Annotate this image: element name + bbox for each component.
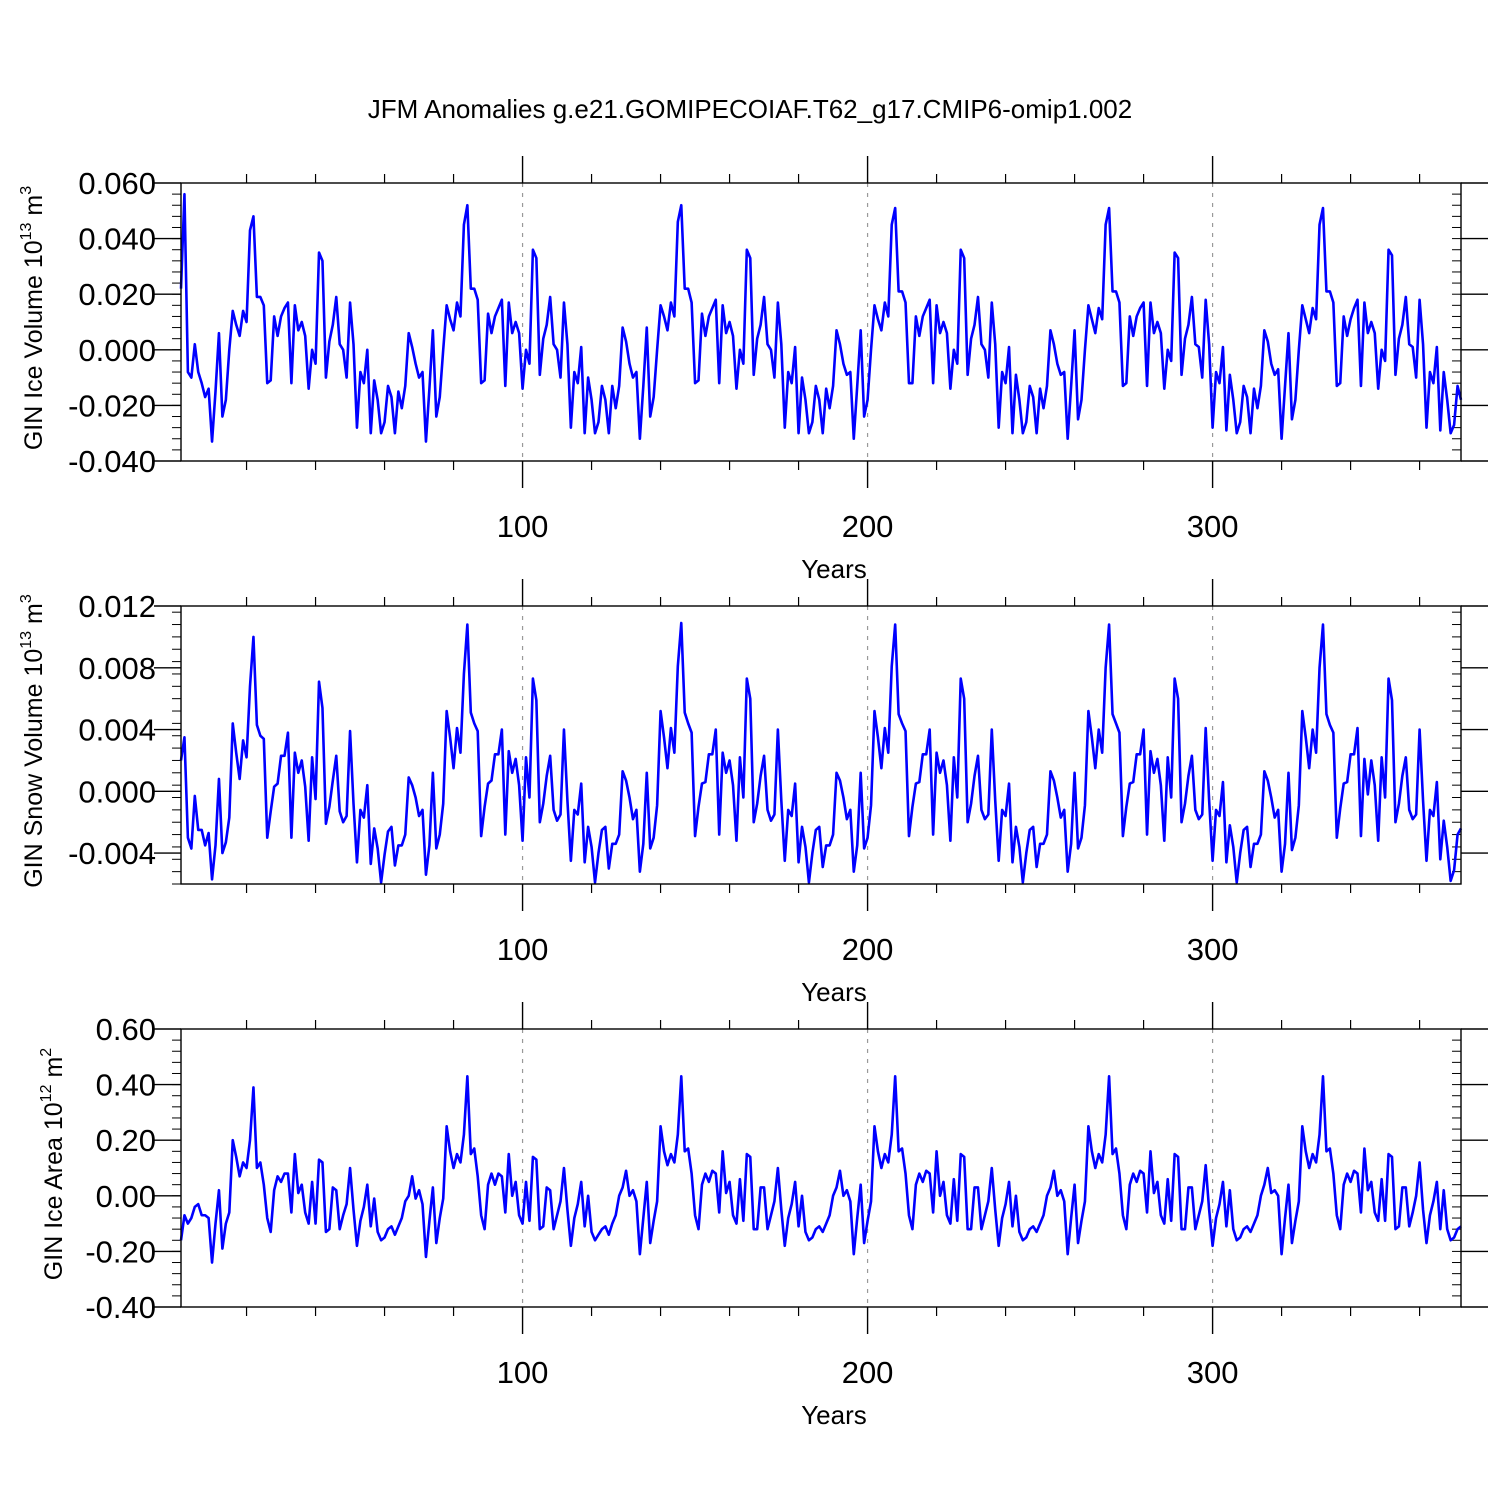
- chart-panel-1: 100 200 300 -0.040 -0.020 0.000 0.020 0.040 0.06…: [18, 156, 1488, 584]
- plot-frame: [180, 182, 1462, 462]
- data-series-line: [179, 192, 1463, 443]
- y-axis-label-ylabel-unit-exp: 2: [38, 1048, 55, 1057]
- y-tick-label-0-040: 0.040: [78, 222, 156, 257]
- x-axis-label: Years: [801, 977, 867, 1007]
- panels: 100 200 300 -0.040 -0.020 0.000 0.020 0.040 0.06…: [18, 156, 1488, 1430]
- y-tick-label-0-004: 0.004: [78, 713, 156, 748]
- x-tick-label-100: 100: [497, 932, 549, 967]
- plot-frame: [180, 1028, 1462, 1308]
- y-tick-label-0-020: -0.020: [68, 388, 156, 423]
- y-axis-label-ylabel-main: GIN Ice Volume 10: [20, 240, 48, 450]
- x-tick-label-300: 300: [1187, 1355, 1239, 1390]
- figure-title: JFM Anomalies g.e21.GOMIPECOIAF.T62_g17.…: [368, 94, 1132, 124]
- y-axis-label-ylabel-main: GIN Snow Volume 10: [20, 649, 48, 888]
- x-tick-label-100: 100: [497, 1355, 549, 1390]
- y-axis-label: GIN Ice Volume 1013 m3: [18, 186, 48, 450]
- y-tick-label-0-20: -0.20: [85, 1234, 156, 1269]
- chart-panel-2: 100 200 300 -0.004 0.000 0.004 0.008 0.012 Years…: [18, 579, 1488, 1007]
- x-tick-label-300: 300: [1187, 932, 1239, 967]
- y-tick-label-0-012: 0.012: [78, 589, 156, 624]
- y-axis-label-ylabel-main: GIN Ice Area 10: [40, 1102, 68, 1280]
- x-axis-label: Years: [801, 554, 867, 584]
- y-tick-label-0-040: -0.040: [68, 444, 156, 479]
- x-tick-label-300: 300: [1187, 509, 1239, 544]
- y-tick-label-0-40: -0.40: [85, 1290, 156, 1325]
- y-tick-label-0-40: 0.40: [96, 1068, 156, 1103]
- x-tick-label-200: 200: [842, 509, 894, 544]
- y-axis-label-ylabel-exp: 13: [18, 631, 35, 649]
- y-axis-label: GIN Snow Volume 1013 m3: [18, 594, 48, 888]
- plot-frame: [180, 605, 1462, 885]
- y-tick-label-0-000: 0.000: [78, 333, 156, 368]
- y-axis-label-ylabel-unit-exp: 3: [18, 594, 35, 603]
- data-series-line: [179, 1074, 1462, 1264]
- y-axis-label-ylabel-exp: 13: [18, 222, 35, 240]
- x-tick-label-100: 100: [497, 509, 549, 544]
- y-tick-label-0-00: 0.00: [96, 1179, 156, 1214]
- y-tick-label-0-060: 0.060: [78, 166, 156, 201]
- y-axis-label-ylabel-unit: m: [20, 195, 48, 216]
- chart-panel-3: 100 200 300 -0.40 -0.20 0.00 0.20 0.40 0.60 Years…: [38, 1002, 1488, 1430]
- y-axis-label-ylabel-unit: m: [20, 603, 48, 624]
- y-axis-label: GIN Ice Area 1012 m2: [38, 1048, 68, 1281]
- data-series-line: [179, 621, 1463, 884]
- x-tick-label-200: 200: [842, 1355, 894, 1390]
- y-axis-label-ylabel-exp: 12: [38, 1084, 55, 1102]
- x-axis-label: Years: [801, 1400, 867, 1430]
- y-tick-label-0-60: 0.60: [96, 1012, 156, 1047]
- x-tick-label-200: 200: [842, 932, 894, 967]
- y-tick-label-0-000: 0.000: [78, 774, 156, 809]
- y-tick-label-0-20: 0.20: [96, 1123, 156, 1158]
- y-tick-label-0-008: 0.008: [78, 651, 156, 686]
- y-tick-label-0-004: -0.004: [68, 836, 156, 871]
- y-axis-label-ylabel-unit: m: [40, 1057, 68, 1078]
- y-axis-label-ylabel-unit-exp: 3: [18, 186, 35, 195]
- y-tick-label-0-020: 0.020: [78, 277, 156, 312]
